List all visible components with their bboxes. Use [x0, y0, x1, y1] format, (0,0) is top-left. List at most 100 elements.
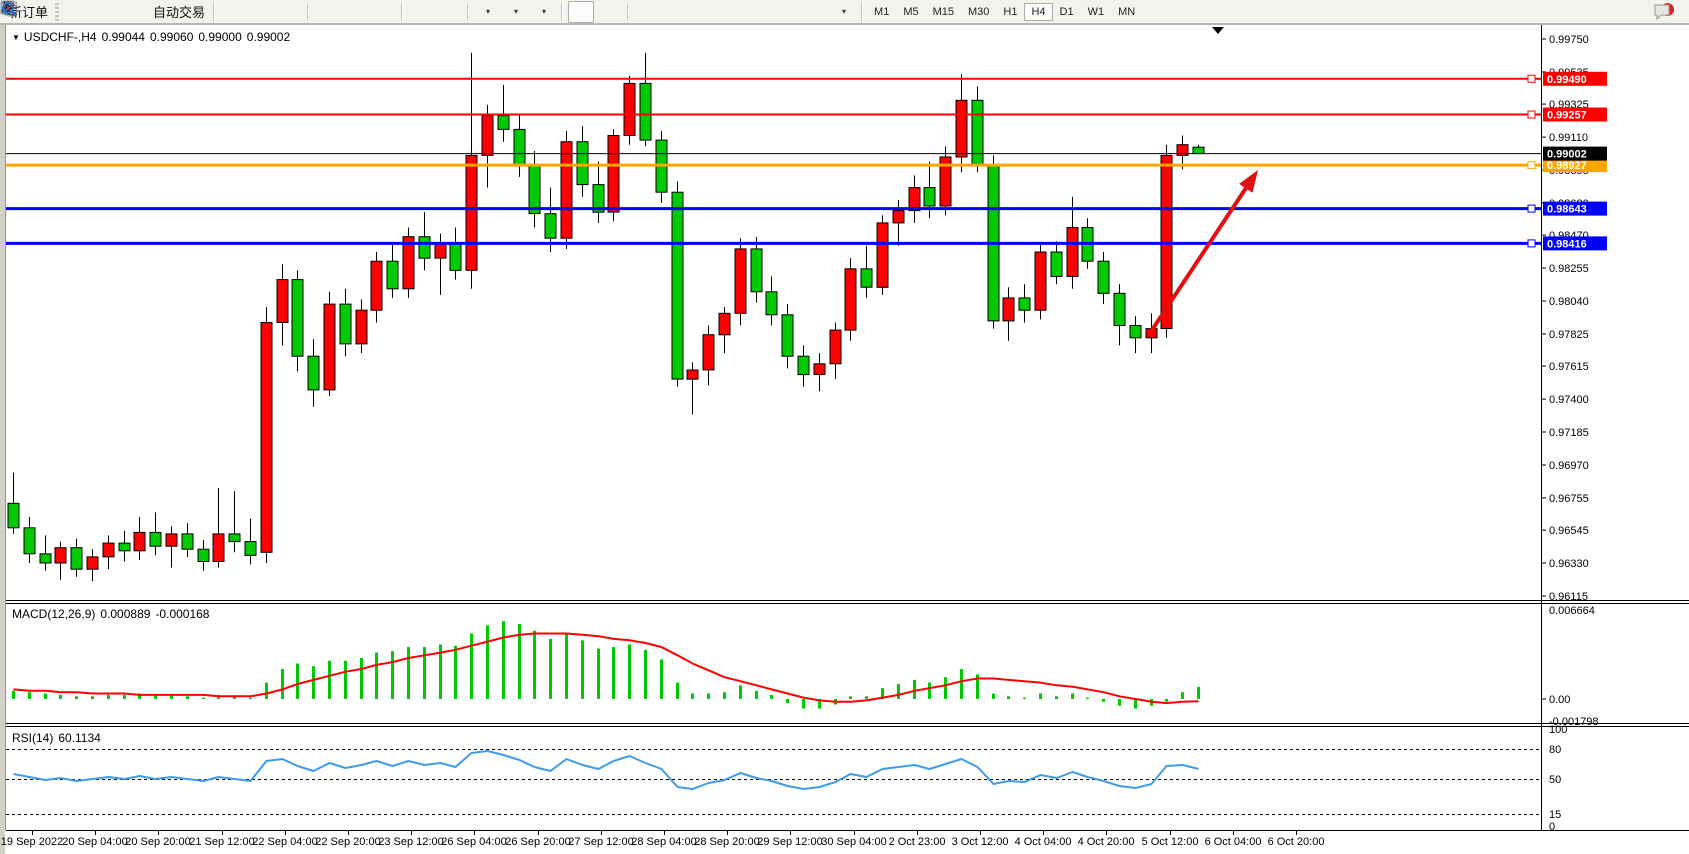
zoom-in-button[interactable]	[2, 1, 340, 23]
trendline-tool-button[interactable]	[1, 1, 716, 23]
text-tool-button[interactable]: A	[2, 1, 800, 23]
timeframe-button-H1[interactable]: H1	[1003, 5, 1018, 18]
candle	[339, 303, 352, 345]
timeframe-button-M5[interactable]: M5	[903, 5, 919, 18]
candle	[497, 115, 510, 130]
bar-chart-button[interactable]	[3, 1, 246, 23]
timeframe-button-W1[interactable]: W1	[1087, 5, 1105, 18]
chart-shift-marker[interactable]	[1212, 27, 1224, 34]
notifications-button[interactable]: 1	[1650, 1, 1680, 23]
indicators-button[interactable]: ▾	[1, 1, 500, 23]
time-tick-label: 4 Oct 04:00	[1015, 836, 1072, 848]
navigator-button[interactable]	[1, 1, 117, 23]
autotrading-label: 自动交易	[153, 5, 206, 20]
svg-text:0.98643: 0.98643	[1547, 204, 1587, 216]
candle	[434, 242, 447, 259]
toolbar-separator	[861, 2, 864, 21]
price-tick-label: 0.96970	[1549, 460, 1589, 472]
chart-shift-button[interactable]	[1, 1, 462, 23]
vertical-line-tool-button[interactable]	[5, 1, 660, 23]
collapse-triangle-icon[interactable]: ▼	[12, 33, 20, 42]
candle	[1097, 260, 1110, 294]
price-tick-label: 0.97400	[1549, 394, 1589, 406]
timeframe-button-M15[interactable]: M15	[932, 5, 954, 18]
svg-text:0.98416: 0.98416	[1547, 238, 1587, 250]
toolbar-grip	[55, 2, 60, 21]
templates-button[interactable]: ▾	[0, 1, 556, 23]
time-tick-label: 27 Sep 12:00	[568, 836, 633, 848]
fibonacci-tool-button[interactable]: F	[2, 1, 772, 23]
toolbar-separator	[467, 2, 470, 21]
candle	[702, 334, 715, 371]
signals-button[interactable]	[1, 1, 145, 23]
open-value: 0.99044	[101, 30, 145, 44]
macd-name: MACD(12,26,9)	[12, 607, 96, 621]
crosshair-tool-button[interactable]	[1, 1, 622, 23]
time-tick-label: 3 Oct 12:00	[952, 836, 1009, 848]
candle	[23, 527, 36, 555]
rsi-axis-label: 15	[1549, 809, 1561, 821]
toolbar-separator	[213, 2, 216, 21]
rsi-axis[interactable]: 100 80 50 150	[1549, 724, 1567, 833]
time-tick-label: 4 Oct 20:00	[1078, 836, 1135, 848]
candle	[102, 542, 115, 558]
candle	[765, 291, 778, 316]
time-tick-label: 29 Sep 12:00	[757, 836, 822, 848]
timeframe-button-M30[interactable]: M30	[968, 5, 990, 18]
timeframe-button-D1[interactable]: D1	[1059, 5, 1074, 18]
horizontal-line-tool-button[interactable]	[2, 1, 688, 23]
cursor-tool-button[interactable]	[4, 0, 595, 23]
time-tick-label: 2 Oct 23:00	[889, 836, 946, 848]
macd-axis[interactable]: 0.006664 0.00 -0.001798	[1541, 605, 1599, 728]
arrows-tool-button[interactable]: ▾	[3, 1, 856, 23]
equidistant-channel-tool-button[interactable]: E	[0, 1, 744, 23]
candle	[528, 164, 541, 215]
price-tick-label: 0.99750	[1549, 34, 1589, 46]
timeframe-button-MN[interactable]: MN	[1118, 5, 1136, 18]
candle	[623, 82, 636, 136]
dropdown-caret-icon: ▾	[486, 7, 491, 16]
market-watch-button[interactable]	[2, 1, 89, 23]
autotrading-button[interactable]: 自动交易	[1, 1, 208, 23]
candle	[923, 187, 936, 207]
time-tick-label: 19 Sep 2022	[1, 836, 63, 848]
rsi-name: RSI(14)	[12, 731, 54, 745]
zoom-out-button[interactable]	[2, 1, 368, 23]
candle	[212, 533, 225, 563]
svg-text:0.99257: 0.99257	[1547, 110, 1587, 122]
time-tick-label: 26 Sep 04:00	[441, 836, 506, 848]
rsi-axis-label: 100	[1549, 724, 1567, 736]
timeframe-button-M1[interactable]: M1	[874, 5, 890, 18]
svg-text:0.99490: 0.99490	[1547, 74, 1587, 86]
candle	[7, 502, 20, 529]
rsi-axis-label: 0	[1549, 821, 1555, 833]
text-label-tool-button[interactable]: T	[1, 1, 828, 23]
trend-arrow-annotation[interactable]	[1150, 170, 1258, 332]
svg-text:0.99002: 0.99002	[1547, 149, 1587, 161]
candle	[402, 236, 415, 290]
timeframe-button-H4[interactable]: H4	[1024, 2, 1053, 21]
price-tick-label: 0.96755	[1549, 493, 1589, 505]
periods-button[interactable]: ▾	[1, 1, 528, 23]
time-tick-label: 22 Sep 20:00	[315, 836, 380, 848]
candle	[592, 184, 605, 213]
line-chart-button[interactable]	[1, 1, 302, 23]
dropdown-caret-icon: ▾	[514, 7, 519, 16]
candle	[1034, 251, 1047, 311]
candle	[1113, 292, 1126, 326]
candle	[1018, 297, 1031, 311]
rsi-line	[13, 750, 1199, 790]
chart-symbol-header[interactable]: ▼ USDCHF-,H4 0.99044 0.99060 0.99000 0.99002	[12, 30, 295, 44]
toolbar-separator	[307, 2, 310, 21]
search-button[interactable]	[2, 1, 1648, 23]
candlestick-chart-button[interactable]	[2, 1, 274, 23]
svg-text:0.98927: 0.98927	[1547, 160, 1587, 172]
auto-scroll-button[interactable]	[1, 1, 434, 23]
candle	[386, 260, 399, 290]
tile-windows-button[interactable]	[2, 1, 396, 23]
candle	[70, 547, 83, 570]
candle	[260, 322, 273, 553]
time-tick-label: 6 Oct 20:00	[1268, 836, 1325, 848]
